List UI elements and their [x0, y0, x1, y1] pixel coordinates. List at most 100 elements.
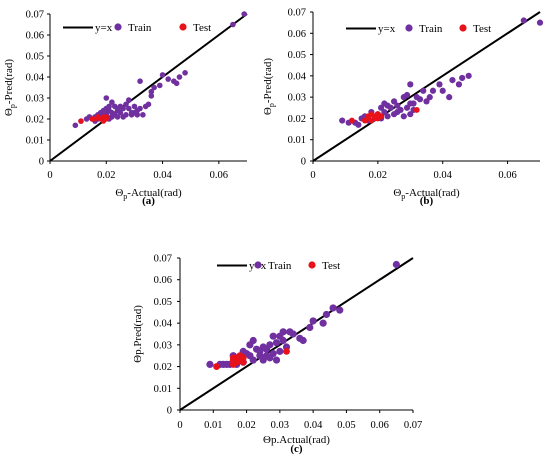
x-tick-label: 0.01	[204, 420, 222, 431]
x-tick-label: 0.04	[434, 170, 453, 181]
test-point	[78, 118, 84, 124]
reference-line-y-equals-x	[49, 13, 248, 162]
train-point	[459, 74, 466, 82]
train-point	[126, 105, 132, 112]
train-point	[272, 356, 281, 364]
y-tick-label: 0.06	[26, 31, 44, 42]
train-point	[249, 336, 257, 345]
legend-label-train: Train	[268, 260, 292, 272]
y-tick-label: 0.02	[154, 362, 172, 373]
y-tick-label: 0.06	[288, 29, 306, 40]
train-point	[394, 102, 401, 109]
y-tick-label: 0.01	[288, 135, 306, 146]
panel-label: (a)	[142, 195, 155, 207]
train-point	[426, 94, 433, 101]
train-point	[106, 103, 112, 110]
train-point	[182, 70, 188, 76]
train-point	[536, 19, 544, 26]
y-axis-label-subscript: p	[267, 103, 276, 107]
y-tick-label: 0.02	[26, 115, 44, 126]
chart-panel-2: 0 0.01 0.02 0.03 0.04 0.05 0.06 0.07 0 0.02 0.04 0.…	[262, 8, 544, 207]
x-tick-label: 0.03	[271, 420, 289, 431]
test-point	[348, 117, 355, 124]
train-point	[403, 104, 411, 111]
train-point	[126, 97, 132, 103]
train-point	[403, 91, 411, 99]
train-point	[206, 360, 214, 368]
train-point	[400, 113, 407, 120]
train-point	[117, 109, 124, 116]
y-axis-label: Θp.Pred(rad)	[132, 305, 144, 363]
train-point	[120, 105, 126, 112]
y-tick-label: 0.04	[26, 73, 45, 84]
train-point	[165, 76, 171, 82]
y-axis-label: Θp-Pred(rad)	[3, 59, 17, 116]
test-point	[378, 113, 385, 120]
y-tick-label: 0.07	[154, 254, 172, 265]
train-point	[103, 95, 110, 101]
y-tick-label: 0	[39, 157, 44, 168]
train-point	[407, 100, 414, 107]
reference-line-y-equals-x	[312, 11, 541, 162]
legend-label-train: Train	[419, 23, 443, 35]
y-tick-label: 0.04	[288, 71, 307, 82]
x-tick-label: 0.06	[371, 420, 389, 431]
y-axis-label-main: Θ	[3, 108, 15, 116]
train-point	[520, 17, 527, 24]
train-point	[159, 72, 166, 78]
x-axis-label-subscript: p	[123, 192, 127, 201]
legend-label-train: Train	[128, 22, 152, 34]
train-point	[420, 87, 427, 94]
y-tick-label: 0.05	[288, 50, 306, 61]
train-point	[407, 81, 414, 88]
x-tick-label: 0.04	[304, 420, 323, 431]
y-tick-label: 0.06	[154, 275, 172, 286]
x-axis-label-main: Θ	[115, 187, 123, 199]
x-tick-label: 0.06	[498, 170, 516, 181]
train-point	[465, 72, 472, 79]
x-tick-label: 0.02	[97, 170, 115, 181]
x-tick-label: 0.07	[404, 420, 422, 431]
train-point	[156, 82, 163, 89]
test-point	[283, 347, 290, 355]
x-tick-label: 0	[47, 170, 52, 181]
train-point	[140, 112, 146, 118]
train-point	[145, 101, 152, 108]
train-point	[276, 347, 284, 355]
x-tick-label: 0	[177, 420, 182, 431]
train-point	[249, 356, 257, 364]
train-point	[272, 339, 281, 347]
train-point	[109, 99, 115, 105]
legend-test-marker	[308, 261, 316, 269]
train-point	[455, 81, 463, 88]
train-point	[384, 113, 391, 120]
train-point	[439, 87, 446, 94]
x-tick-label: 0.02	[237, 420, 255, 431]
y-tick-label: 0	[167, 406, 172, 417]
legend-label-test: Test	[322, 260, 340, 272]
y-axis-label-rest: -Pred(rad)	[262, 58, 274, 104]
train-point	[319, 319, 327, 327]
train-point	[416, 96, 424, 103]
train-point	[397, 106, 404, 114]
train-point	[173, 80, 180, 87]
panel-label: (c)	[290, 443, 303, 455]
legend-label-test: Test	[473, 23, 491, 35]
legend-label-y-equals-x: y=x	[95, 22, 113, 34]
train-point	[134, 112, 141, 118]
train-point	[387, 104, 394, 111]
y-tick-label: 0.03	[154, 340, 172, 351]
train-point	[449, 77, 456, 84]
train-point	[329, 304, 337, 312]
train-point	[241, 11, 247, 17]
y-tick-label: 0.05	[154, 297, 172, 308]
train-point	[446, 94, 453, 101]
y-axis-label: Θp-Pred(rad)	[262, 58, 276, 115]
y-axis-label-subscript: p	[8, 104, 17, 108]
y-tick-label: 0.02	[288, 114, 306, 125]
train-point	[289, 330, 297, 338]
